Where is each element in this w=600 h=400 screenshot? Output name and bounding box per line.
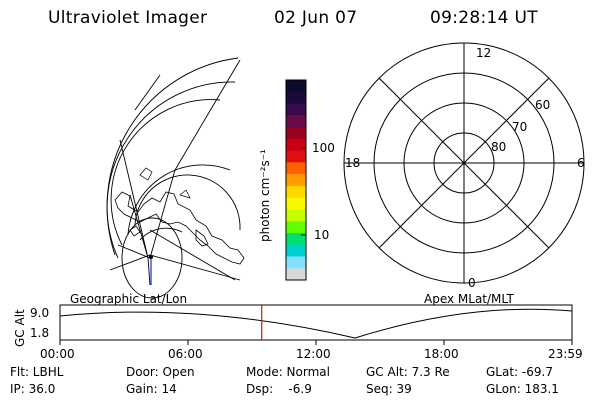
y-tick-1-8: 1.8 bbox=[30, 326, 50, 340]
colorbar-swatch bbox=[286, 80, 306, 93]
info-mode: Mode: Normal bbox=[246, 365, 330, 379]
x-tick-0600: 06:00 bbox=[168, 347, 203, 361]
altitude-curve bbox=[59, 308, 573, 339]
polar-diagonal-2 bbox=[378, 77, 550, 249]
colorbar-tick-100: 100 bbox=[312, 141, 335, 155]
time-label: 09:28:14 UT bbox=[430, 8, 538, 28]
colorbar-swatch bbox=[286, 185, 306, 199]
colorbar-swatch bbox=[286, 268, 306, 281]
colorbar-swatch bbox=[286, 221, 306, 234]
apex-label: Apex MLat/MLT bbox=[424, 292, 514, 306]
info-filter: Flt: LBHL bbox=[10, 365, 64, 379]
y-tick-9: 9.0 bbox=[30, 306, 50, 320]
x-tick-1800: 18:00 bbox=[424, 347, 459, 361]
colorbar-swatch bbox=[286, 103, 306, 116]
colorbar-swatch bbox=[286, 127, 306, 140]
info-dsp: Dsp: -6.9 bbox=[246, 382, 312, 396]
colorbar-swatch bbox=[286, 256, 306, 269]
polar-plot bbox=[343, 42, 585, 284]
colorbar-swatch bbox=[286, 91, 306, 105]
instrument-title: Ultraviolet Imager bbox=[48, 8, 208, 28]
x-tick-2359: 23:59 bbox=[548, 347, 583, 361]
colorbar-swatch bbox=[286, 244, 306, 257]
colorbar-swatch bbox=[286, 162, 306, 175]
colorbar-unit-label: photon cm⁻²s⁻¹ bbox=[258, 149, 272, 242]
x-tick-1200: 12:00 bbox=[296, 347, 331, 361]
mlt-label-12: 12 bbox=[476, 46, 492, 60]
colorbar-tick-10: 10 bbox=[314, 228, 330, 242]
colorbar-swatch bbox=[286, 115, 306, 128]
info-glat: GLat: -69.7 bbox=[486, 365, 553, 379]
colorbar-swatch bbox=[286, 209, 306, 222]
colorbar-swatch bbox=[286, 150, 306, 163]
mlt-label-6: 6 bbox=[577, 156, 585, 170]
timeline-plot bbox=[59, 304, 573, 345]
info-gain: Gain: 14 bbox=[126, 382, 177, 396]
colorbar-frame bbox=[285, 79, 307, 281]
mlt-label-0: 0 bbox=[468, 276, 476, 290]
info-ip: IP: 36.0 bbox=[10, 382, 56, 396]
gc-alt-axis-label: GC Alt bbox=[13, 309, 27, 347]
colorbar-swatch bbox=[286, 138, 306, 152]
geographic-map bbox=[106, 57, 245, 299]
info-door: Door: Open bbox=[126, 365, 195, 379]
colorbar bbox=[285, 79, 307, 281]
colorbar-swatch bbox=[286, 197, 306, 210]
x-tick-0000: 00:00 bbox=[40, 347, 75, 361]
info-gc-alt: GC Alt: 7.3 Re bbox=[366, 365, 450, 379]
date-label: 02 Jun 07 bbox=[274, 8, 358, 28]
geographic-label: Geographic Lat/Lon bbox=[70, 292, 188, 306]
mlt-label-18: 18 bbox=[345, 156, 361, 170]
lat-label-60: 60 bbox=[535, 98, 551, 112]
info-glon: GLon: 183.1 bbox=[486, 382, 559, 396]
info-seq: Seq: 39 bbox=[366, 382, 412, 396]
colorbar-swatch bbox=[286, 232, 306, 246]
lat-label-80: 80 bbox=[491, 140, 507, 154]
lat-label-70: 70 bbox=[512, 120, 528, 134]
colorbar-swatch bbox=[286, 174, 306, 187]
